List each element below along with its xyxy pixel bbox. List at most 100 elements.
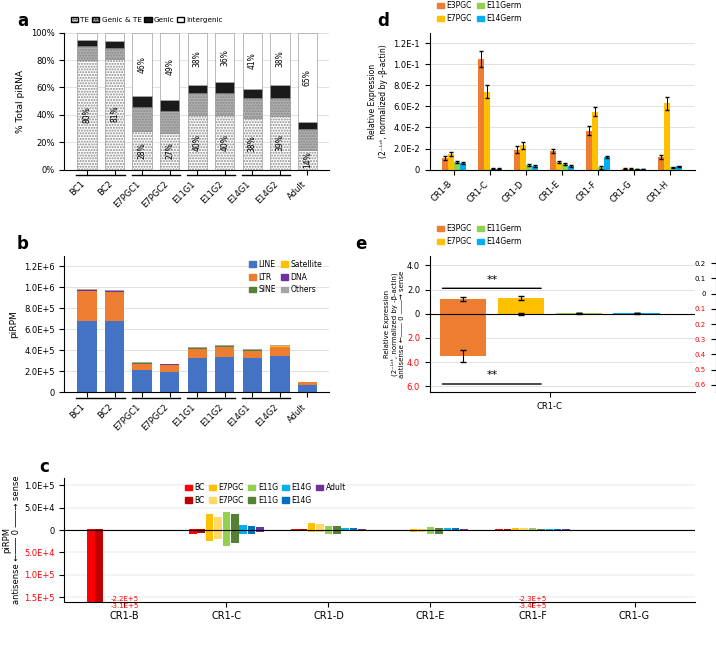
Text: 38%: 38% [276,50,284,67]
Bar [350,528,357,530]
Bar [418,530,426,532]
Bar [521,528,528,530]
Bar [478,59,484,169]
Text: 65%: 65% [303,69,312,86]
Bar [554,529,561,530]
Bar [215,82,234,93]
Bar [562,164,569,169]
Bar [556,162,562,169]
Bar [498,298,544,314]
Bar [188,358,207,392]
Bar [105,321,124,392]
Y-axis label: % Total piRNA: % Total piRNA [16,69,25,133]
Bar [537,528,545,530]
Y-axis label: Relative Expression
(2⁻ᴸᶜᵗ, normalized by -β-actin): Relative Expression (2⁻ᴸᶜᵗ, normalized b… [368,44,388,158]
Bar [342,530,349,531]
Bar [393,530,401,531]
Bar [670,167,677,169]
Text: c: c [39,458,49,476]
Bar [160,133,179,169]
Bar [460,528,468,530]
Bar [592,112,598,169]
Text: **: ** [486,275,498,284]
Bar [299,529,307,530]
Text: 80%: 80% [82,107,92,123]
Bar [410,530,417,532]
Text: 49%: 49% [165,58,174,75]
Bar [77,39,97,46]
Bar [537,530,545,531]
Bar [215,33,234,82]
Text: a: a [16,12,28,30]
Bar [586,131,592,169]
Bar [316,530,324,532]
Bar [270,33,289,85]
Bar [231,530,238,543]
Bar [188,349,207,358]
Text: 41%: 41% [248,52,257,69]
Bar [298,383,317,385]
Bar [243,98,262,118]
Bar [604,157,611,169]
Text: 27%: 27% [165,143,174,160]
Bar [214,517,222,530]
Bar [298,129,317,150]
Bar [435,528,442,530]
Bar [324,530,332,534]
Text: **: ** [486,370,498,381]
Bar [598,167,604,169]
Bar [427,530,435,534]
Text: 38%: 38% [248,135,257,152]
Bar [440,299,486,314]
Bar [206,530,213,542]
Bar [270,116,289,169]
Bar [308,523,316,530]
Bar [87,530,95,628]
Bar [484,92,490,169]
Bar [291,530,299,531]
Legend: E3PGC, E7PGC, E11Germ, E14Germ: E3PGC, E7PGC, E11Germ, E14Germ [434,221,525,249]
Y-axis label: piRPM
antisense ←―― 0 ――→ sense: piRPM antisense ←―― 0 ――→ sense [2,475,21,604]
Bar [270,345,289,346]
Text: 28%: 28% [137,142,147,159]
Bar [520,145,526,169]
Bar [503,529,511,530]
Bar [299,530,307,531]
Bar [77,46,97,60]
Bar [188,85,207,93]
Bar [77,60,97,169]
Bar [677,166,682,169]
Bar [223,512,231,530]
Text: b: b [16,235,29,253]
Bar [132,95,152,107]
Bar [569,166,574,169]
Bar [358,528,366,530]
Bar [270,85,289,98]
Y-axis label: Relative Expression
(2⁻ᴸᶜᵗ, normalized by -β-actin)
antisense ←―― 0 ――→ sense: Relative Expression (2⁻ᴸᶜᵗ, normalized b… [384,270,405,377]
Bar [215,347,234,356]
Bar [452,528,460,530]
Bar [105,33,124,41]
Bar [452,530,460,531]
Bar [198,529,205,530]
Bar [256,527,263,530]
Bar [215,93,234,115]
Bar [105,290,124,292]
Bar [528,528,536,530]
Text: 39%: 39% [276,135,284,151]
Bar [418,529,426,530]
Bar [427,527,435,530]
Text: 14%: 14% [303,152,312,168]
Bar [188,115,207,169]
Bar [248,526,256,530]
Bar [215,115,234,169]
Text: 36%: 36% [221,49,229,66]
Bar [105,41,124,48]
Bar [358,530,366,531]
Bar [189,529,197,530]
Bar [105,292,124,321]
Bar [562,529,570,530]
Bar [231,514,238,530]
Bar [188,33,207,85]
Bar [215,356,234,392]
